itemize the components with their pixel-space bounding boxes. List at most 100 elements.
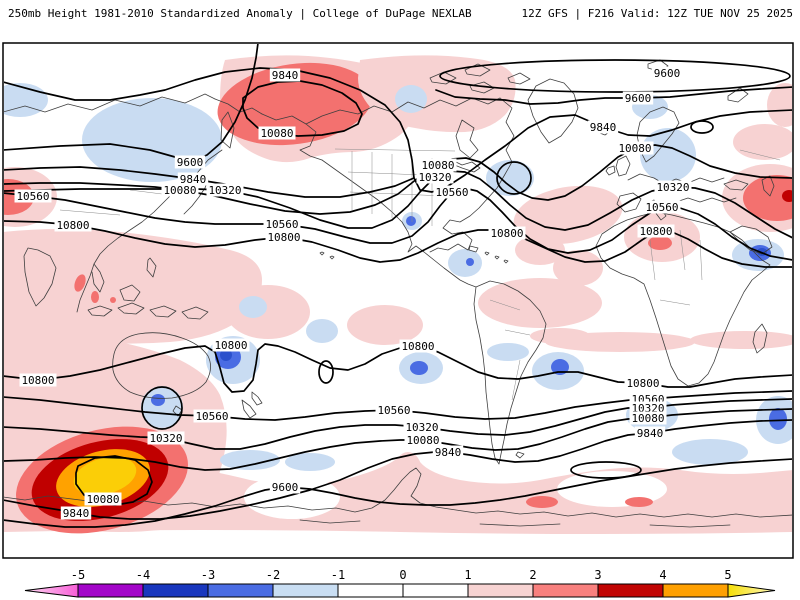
colorbar-segment <box>467 583 534 598</box>
contour-label-bg <box>651 66 683 80</box>
contour-label-bg <box>258 126 296 140</box>
contour-label-bg <box>206 183 244 197</box>
contour-label-bg <box>19 373 57 387</box>
contour-label: 10800 <box>401 340 434 353</box>
title-left: 250mb Height 1981-2010 Standardized Anom… <box>8 7 472 20</box>
contour-label-bg <box>432 445 464 459</box>
title-right: 12Z GFS | F216 Valid: 12Z TUE NOV 25 202… <box>521 7 793 20</box>
contour-label-bg <box>643 200 681 214</box>
contour-label-bg <box>174 155 206 169</box>
contour-label: 10320 <box>656 181 689 194</box>
contour-label: 10560 <box>645 201 678 214</box>
contour-label-bg <box>419 158 457 172</box>
colorbar-segment <box>207 583 274 598</box>
contour-label: 10320 <box>208 184 241 197</box>
contour-label-bg <box>587 120 619 134</box>
map-border <box>2 42 794 559</box>
colorbar-segment <box>597 583 664 598</box>
colorbar-tick-label: -1 <box>331 568 345 582</box>
contour-label-bg <box>269 480 301 494</box>
contour-label: 10320 <box>149 432 182 445</box>
contour-label: 10800 <box>21 374 54 387</box>
contour-label-bg <box>622 91 654 105</box>
contour-label: 10320 <box>418 171 451 184</box>
colorbar-tick-label: -4 <box>136 568 150 582</box>
contour-label: 10800 <box>56 219 89 232</box>
contour-label: 10560 <box>377 404 410 417</box>
contour-label-bg <box>654 180 692 194</box>
contour-label: 10080 <box>163 184 196 197</box>
colorbar-right-arrow <box>727 583 776 598</box>
contour-label-bg <box>177 172 209 186</box>
colorbar: -5 -4 -3 -2 -1 0 1 2 3 4 5 <box>24 568 776 598</box>
contour-label-bg <box>637 224 675 238</box>
contour-label: 10800 <box>214 339 247 352</box>
contour-label: 10080 <box>406 434 439 447</box>
contour-label: 9600 <box>625 92 652 105</box>
contour-label: 10560 <box>195 410 228 423</box>
contour-label: 9840 <box>272 69 299 82</box>
contour-label-bg <box>84 492 122 506</box>
contour-label-bg <box>616 141 654 155</box>
contour-label-bg <box>488 226 526 240</box>
contour-label: 10800 <box>639 225 672 238</box>
contour-label-bg <box>60 506 92 520</box>
colorbar-left-arrow <box>24 583 79 598</box>
contour-label-bg <box>416 170 454 184</box>
contour-label: 9600 <box>654 67 681 80</box>
contour-label: 10560 <box>435 186 468 199</box>
contour-label: 9840 <box>590 121 617 134</box>
colorbar-segment <box>272 583 339 598</box>
colorbar-tick-label: 3 <box>594 568 601 582</box>
contour-label-bg <box>161 183 199 197</box>
contour-label: 10080 <box>631 412 664 425</box>
contour-label: 9840 <box>180 173 207 186</box>
coastline-layer <box>4 59 792 528</box>
colorbar-segment <box>77 583 144 598</box>
colorbar-tick-label: 4 <box>659 568 666 582</box>
colorbar-tick-label: -5 <box>71 568 85 582</box>
contour-label-bg <box>147 431 185 445</box>
contour-label: 10800 <box>626 377 659 390</box>
colorbar-tick-label: 2 <box>529 568 536 582</box>
contour-label-bg <box>403 420 441 434</box>
contour-label: 9600 <box>177 156 204 169</box>
contour-label: 10080 <box>618 142 651 155</box>
colorbar-tick-label: 5 <box>724 568 731 582</box>
contour-label-bg <box>14 189 52 203</box>
colorbar-segment <box>142 583 209 598</box>
colorbar-tick-label: -3 <box>201 568 215 582</box>
contour-label: 10800 <box>490 227 523 240</box>
anomaly-shading-layer <box>4 55 792 534</box>
contour-label-bg <box>399 339 437 353</box>
contour-label: 10560 <box>16 190 49 203</box>
contour-label-bg <box>265 230 303 244</box>
colorbar-segment <box>532 583 599 598</box>
contour-label: 10800 <box>267 231 300 244</box>
contour-label-bg <box>634 426 666 440</box>
contour-label-bg <box>404 433 442 447</box>
contour-label-bg <box>269 68 301 82</box>
contour-label-bg <box>193 409 231 423</box>
contour-label: 9840 <box>637 427 664 440</box>
contour-label-bg <box>629 401 667 415</box>
contour-label: 10080 <box>86 493 119 506</box>
contour-label-bg <box>624 376 662 390</box>
contour-label: 10080 <box>260 127 293 140</box>
contour-label-bg <box>263 217 301 231</box>
colorbar-tick-label: 0 <box>399 568 406 582</box>
colorbar-tick-label: 1 <box>464 568 471 582</box>
contour-label: 10080 <box>421 159 454 172</box>
contour-label: 9840 <box>63 507 90 520</box>
colorbar-segment <box>662 583 729 598</box>
colorbar-segment <box>337 583 404 598</box>
contour-label-bg <box>375 403 413 417</box>
colorbar-tick-label: -2 <box>266 568 280 582</box>
title-bar: 250mb Height 1981-2010 Standardized Anom… <box>8 7 793 20</box>
contour-label: 9600 <box>272 481 299 494</box>
contour-label: 10560 <box>265 218 298 231</box>
colorbar-segment <box>402 583 469 598</box>
